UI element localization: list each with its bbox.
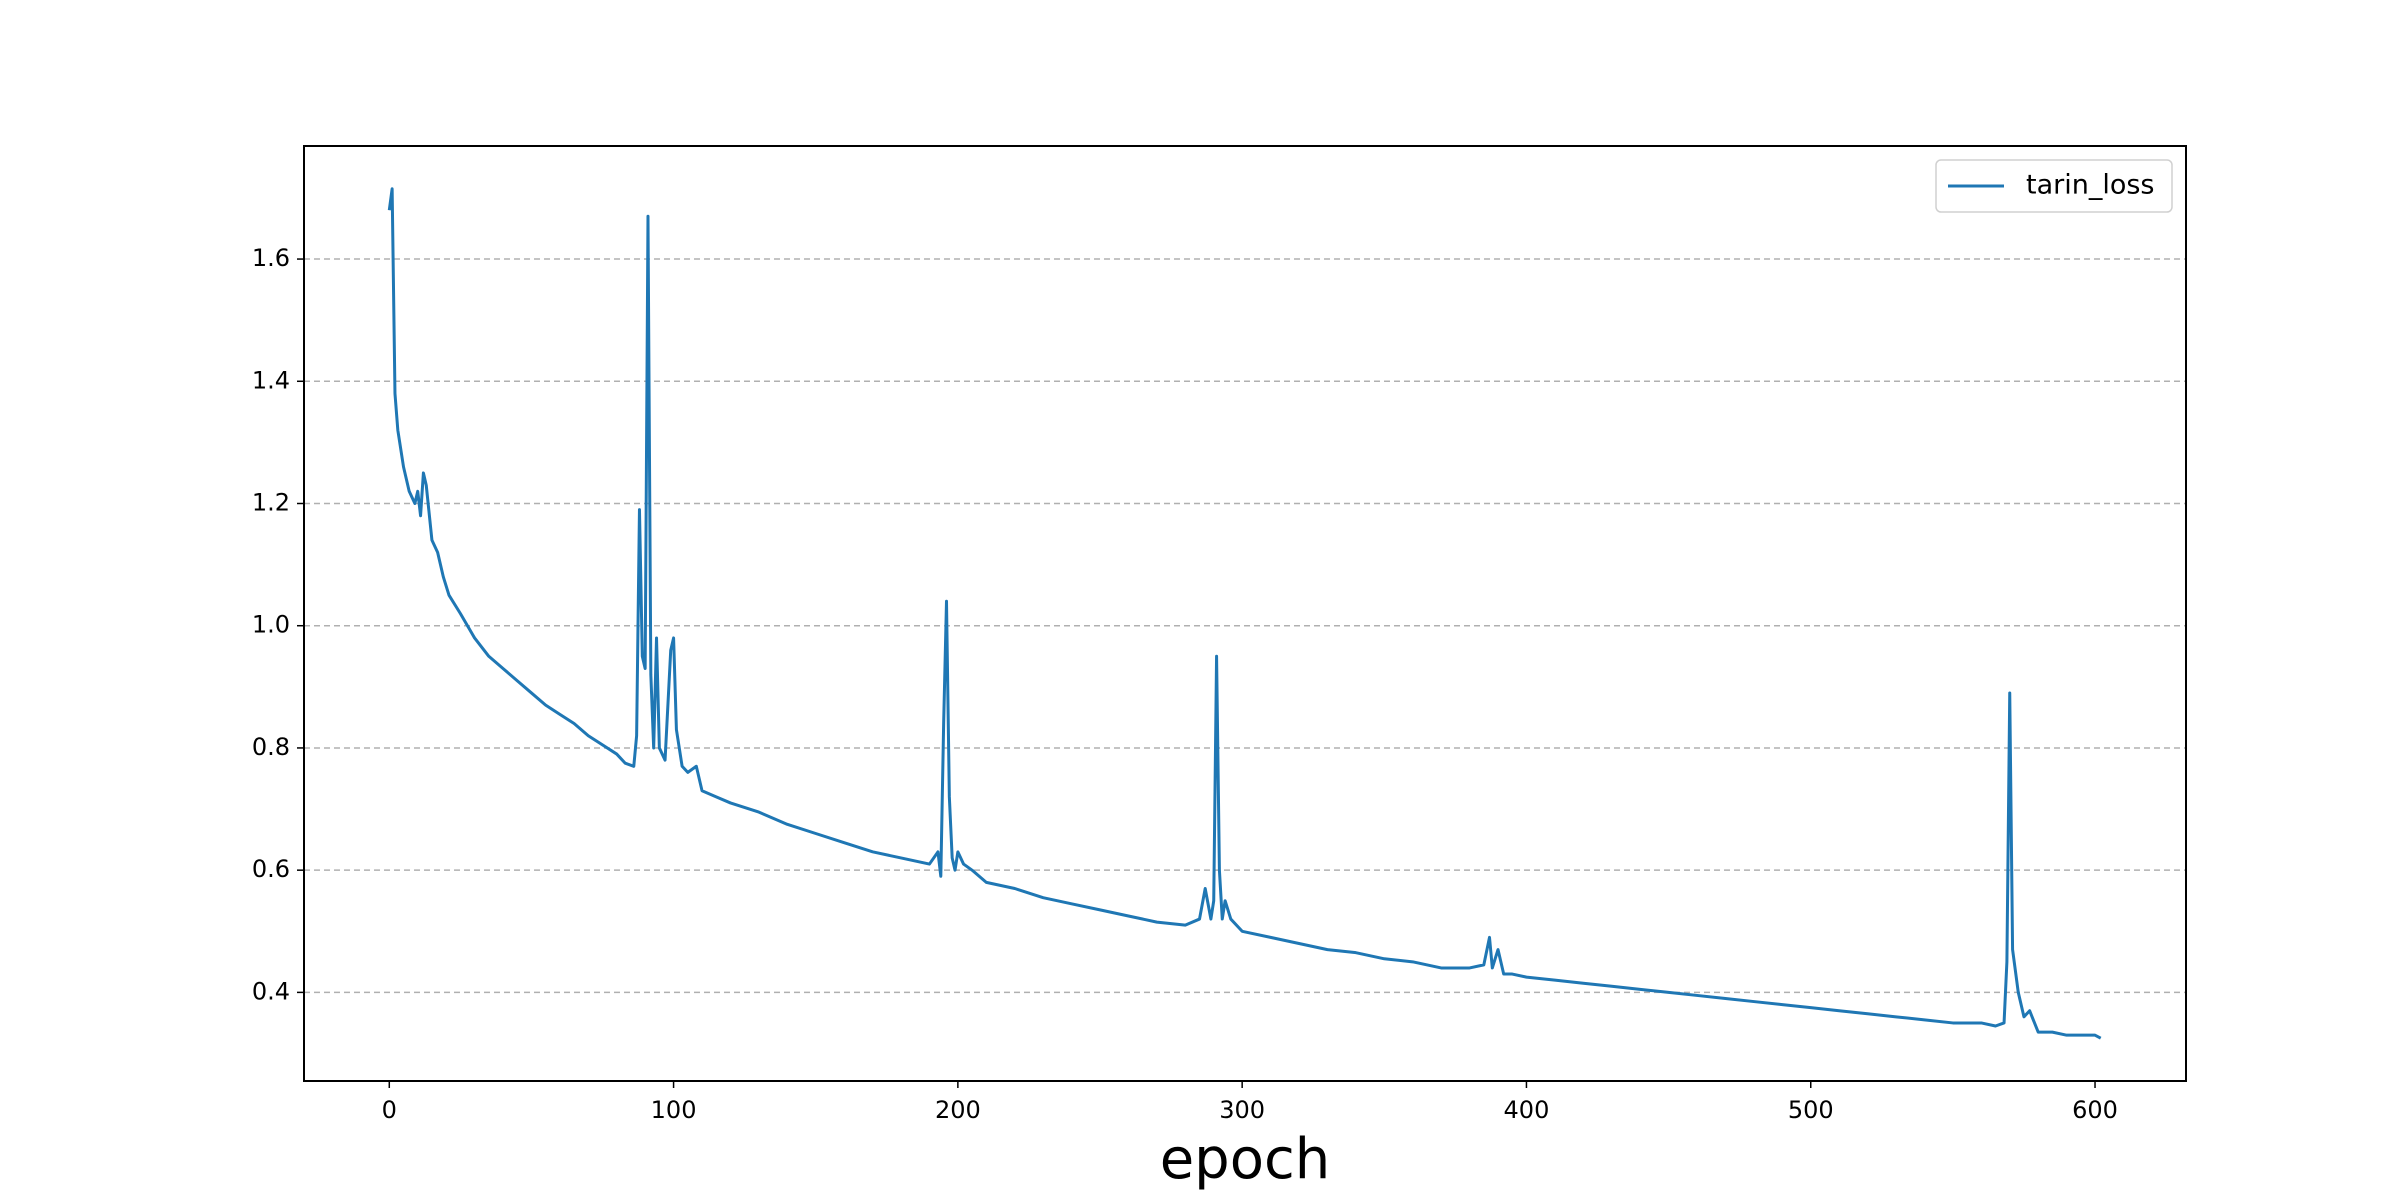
x-tick-label: 0 [382, 1096, 397, 1124]
y-tick-label: 1.6 [252, 244, 290, 272]
y-tick-label: 0.8 [252, 733, 290, 761]
x-tick-label: 500 [1788, 1096, 1834, 1124]
y-tick-label: 1.2 [252, 489, 290, 517]
legend-box [1935, 159, 2173, 213]
x-tick-label: 400 [1504, 1096, 1550, 1124]
legend-label: tarin_loss [2026, 170, 2155, 201]
y-tick-label: 0.4 [252, 977, 290, 1005]
x-tick-label: 100 [651, 1096, 697, 1124]
y-tick-label: 1.4 [252, 366, 290, 394]
x-tick-label: 300 [1219, 1096, 1265, 1124]
y-tick-label: 1.0 [252, 611, 290, 639]
x-tick-label: 600 [2072, 1096, 2118, 1124]
x-axis-label: epoch [1160, 1127, 1331, 1192]
x-tick-label: 200 [935, 1096, 981, 1124]
plot-frame [303, 145, 2187, 1082]
y-tick-label: 0.6 [252, 855, 290, 883]
line-series [387, 187, 2102, 1040]
